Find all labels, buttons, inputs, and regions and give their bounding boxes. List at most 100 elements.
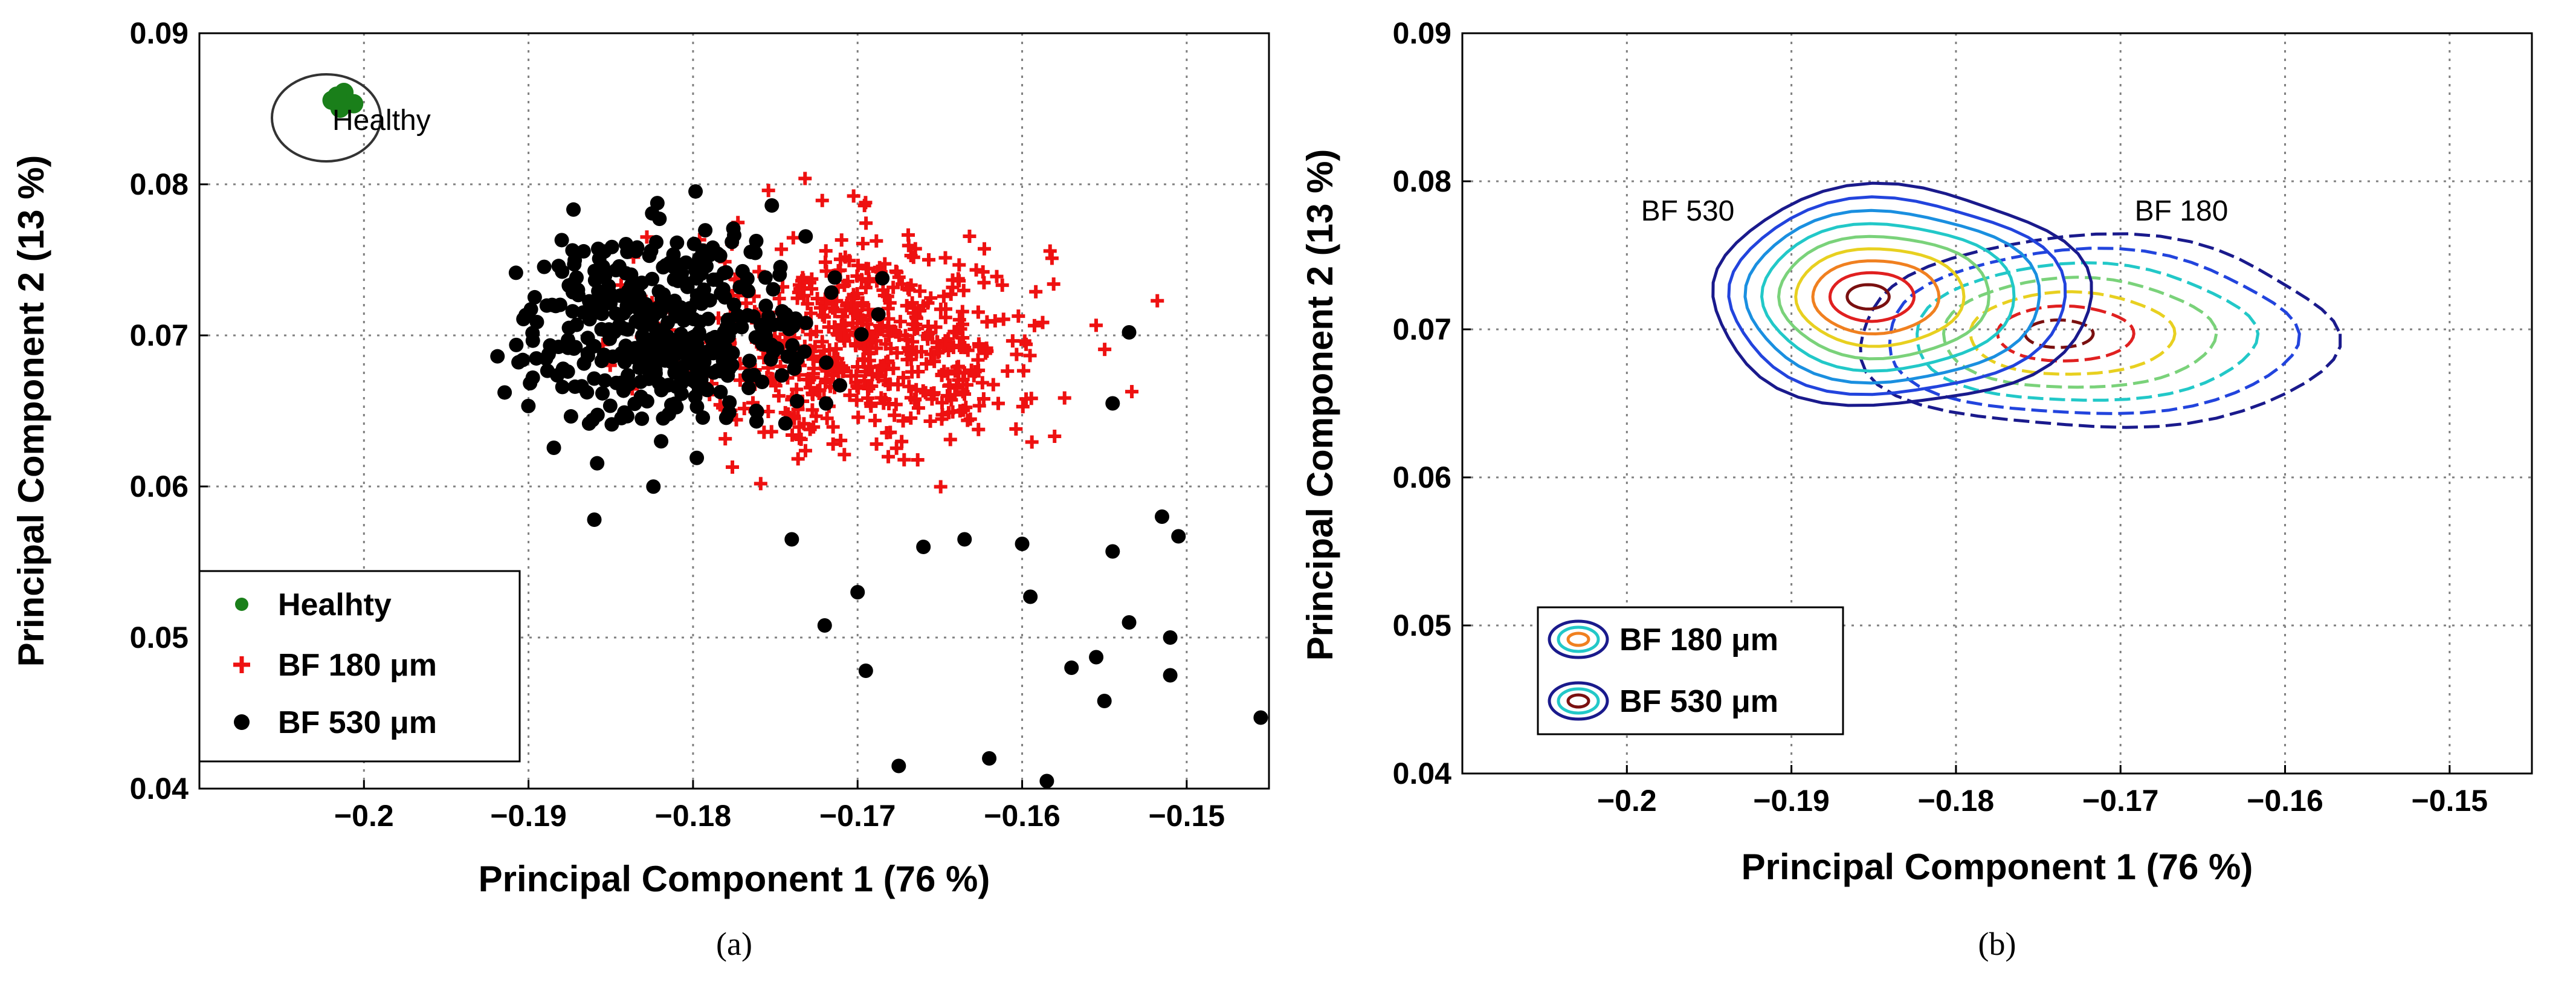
point-bf180 [1089,318,1103,332]
legend-marker-healthy [235,598,248,611]
point-bf530 [644,315,659,331]
contour-bf530-level [1811,259,1941,336]
point-bf180 [920,357,934,371]
point-bf530 [555,379,570,395]
point-bf530 [742,354,757,369]
point-bf180 [793,282,807,296]
point-bf530 [613,375,628,390]
point-bf180 [807,420,821,434]
point-bf180 [1016,399,1030,413]
point-bf530 [764,198,780,213]
point-bf530-outlier [891,758,906,773]
point-bf180 [806,352,820,366]
point-bf180 [902,239,915,253]
point-bf530-outlier [1105,544,1120,559]
point-bf180 [786,231,800,245]
point-bf530 [764,339,779,354]
point-bf180 [718,432,732,446]
point-bf180 [1036,315,1050,329]
point-bf530 [550,368,565,383]
point-bf180 [901,282,915,296]
point-bf180 [1047,277,1060,291]
point-bf180 [847,303,861,317]
point-bf180 [1125,385,1139,399]
point-bf530 [653,304,668,319]
point-bf530 [616,344,631,360]
point-bf530 [754,318,769,333]
point-bf180 [909,310,923,324]
point-healthy [327,86,347,106]
point-bf530-outlier [784,532,799,547]
point-bf180 [911,401,925,415]
point-bf180 [924,347,938,361]
panel-a-ytick-label: 0.07 [130,318,189,352]
contour-bf530-level [1711,181,2093,407]
point-bf180 [805,386,819,400]
point-bf530 [586,338,601,354]
point-bf530-outlier [1155,509,1169,524]
point-bf180 [870,437,883,451]
point-bf180 [893,315,907,329]
point-bf530 [766,282,781,297]
caption-b: (b) [1978,926,2016,962]
point-bf530 [686,236,702,251]
point-bf180 [838,330,851,344]
point-bf180 [850,379,864,393]
panel-b-xtick-label: −0.15 [2412,784,2488,818]
point-bf530 [662,256,677,271]
point-bf180 [952,373,966,387]
point-bf180 [828,305,842,318]
point-bf530-outlier [1015,537,1030,551]
point-bf180 [986,378,1000,392]
point-bf180 [841,296,854,310]
contour-bf530-level [1828,271,1916,323]
point-bf180 [802,276,816,289]
point-bf180 [1043,244,1057,258]
point-bf530 [673,300,688,315]
point-bf180 [775,242,789,256]
point-bf180 [1006,334,1019,348]
legend-marker-bf180 [233,656,250,673]
panel-b-ticks: −0.2 −0.19 −0.18 −0.17 −0.16 −0.15 0.04 0.05 0.0… [1393,16,2488,818]
point-bf180 [971,305,985,319]
point-bf530 [698,223,713,238]
point-bf180 [856,237,870,251]
contour-bf180-level [1916,261,2260,402]
point-bf530 [633,389,648,404]
point-bf530 [786,319,801,334]
point-bf530 [576,356,592,371]
panel-a-y-label: Principal Component 2 (13 %) [11,155,51,667]
point-bf180 [1045,251,1059,265]
point-bf180 [838,250,852,264]
point-bf180 [794,432,808,446]
point-bf180 [928,355,941,369]
point-bf530 [543,338,558,353]
point-bf180 [916,384,930,398]
point-bf180 [890,265,904,279]
point-bf530-outlier [1089,650,1104,665]
point-bf180 [911,453,925,467]
legend-label-bf530: BF 530 μm [278,705,437,740]
point-bf180 [882,378,896,392]
panel-b-y-label: Principal Component 2 (13 %) [1300,149,1340,661]
point-bf180 [902,379,916,393]
point-bf530 [773,317,789,332]
point-bf180 [769,379,783,393]
point-bf530 [741,368,757,383]
point-bf530 [671,273,686,288]
point-bf180 [859,364,873,378]
point-bf530 [511,355,526,370]
point-bf180 [952,274,966,288]
contour-bf530-level [1794,247,1966,348]
point-bf180 [886,361,900,375]
point-bf180 [960,378,973,392]
point-bf530 [581,416,596,431]
point-bf180 [819,264,833,278]
point-bf180 [948,388,962,402]
point-bf180 [889,398,903,412]
point-bf530 [521,398,536,413]
point-bf180 [848,337,862,350]
point-bf180 [859,216,873,230]
point-bf530 [576,244,591,259]
